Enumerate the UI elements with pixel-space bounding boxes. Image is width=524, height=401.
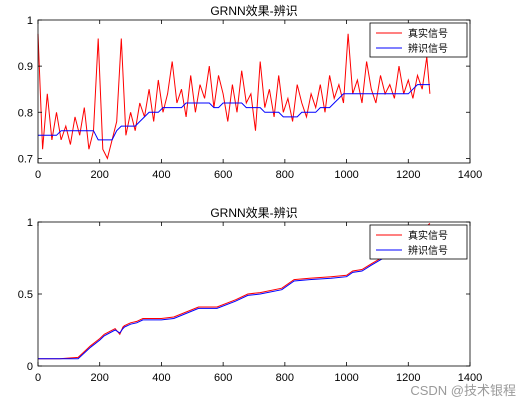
y-tick-label: 0.8	[18, 107, 33, 119]
chart-title: GRNN效果-辨识	[210, 205, 297, 220]
legend-label: 辨识信号	[408, 42, 448, 55]
x-tick-label: 200	[91, 372, 109, 384]
x-tick-label: 800	[276, 372, 294, 384]
x-tick-label: 200	[91, 169, 109, 181]
x-tick-label: 400	[152, 372, 170, 384]
x-tick-label: 1000	[334, 169, 358, 181]
legend-label: 真实信号	[408, 229, 448, 242]
y-tick-label: 0	[27, 361, 33, 373]
legend-box	[369, 22, 468, 58]
x-tick-label: 1400	[458, 169, 482, 181]
series-line-identified-signal	[38, 84, 430, 141]
x-tick-label: 800	[276, 169, 294, 181]
y-tick-label: 0.9	[18, 61, 33, 73]
x-tick-label: 600	[214, 372, 232, 384]
x-tick-label: 1400	[458, 372, 482, 384]
y-tick-label: 1	[27, 15, 33, 27]
x-tick-label: 0	[35, 372, 41, 384]
legend-box	[369, 224, 468, 260]
x-tick-label: 1200	[396, 169, 420, 181]
chart-1: 0 200 400 600 800 1000 1200 1400 0.7 0.8 0.9 1 GRNN效…	[18, 3, 483, 181]
x-tick-label: 600	[214, 169, 232, 181]
x-tick-label: 400	[152, 169, 170, 181]
x-tick-label: 1000	[334, 372, 358, 384]
y-tick-label: 0.7	[18, 153, 33, 165]
y-tick-label: 0.5	[18, 289, 33, 301]
legend-label: 真实信号	[408, 27, 448, 40]
legend-label: 辨识信号	[408, 244, 448, 257]
chart-title: GRNN效果-辨识	[210, 3, 297, 18]
chart-2: 0 200 400 600 800 1000 1200 1400 0 0.5 1 GRNN效果-辨识真…	[18, 205, 483, 384]
axes-box	[37, 19, 471, 164]
series-line-true-signal	[38, 223, 431, 360]
y-tick-label: 1	[27, 217, 33, 229]
series-line-true-signal	[37, 33, 431, 160]
x-tick-label: 1200	[396, 372, 420, 384]
watermark-text: CSDN @技术银程	[410, 383, 516, 398]
series-line-identified-signal	[38, 224, 431, 360]
x-tick-label: 0	[35, 169, 41, 181]
